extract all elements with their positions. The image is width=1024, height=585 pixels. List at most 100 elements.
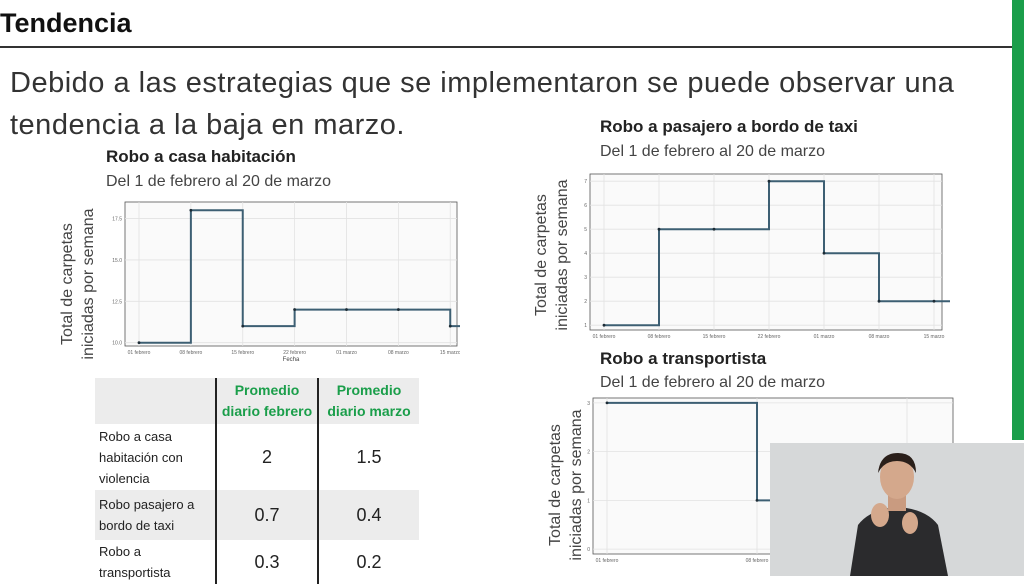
x-tick-label: 15 marzo xyxy=(924,334,945,340)
cell-mar: 1.5 xyxy=(317,424,419,490)
y-tick-label: 0 xyxy=(587,547,590,553)
cell-mar: 0.2 xyxy=(317,540,419,584)
x-tick-label: 08 febrero xyxy=(648,334,671,340)
chart-transportista-title: Robo a transportista xyxy=(600,349,767,368)
data-point xyxy=(657,227,661,231)
data-point xyxy=(605,401,609,405)
interpreter-video xyxy=(770,443,1024,576)
averages-table: Promedio diario febrero Promedio diario … xyxy=(95,378,419,584)
x-tick-label: 22 febrero xyxy=(758,334,781,340)
row-label-line: Robo pasajero a xyxy=(99,497,195,512)
cell-mar: 0.4 xyxy=(317,490,419,540)
body-line-1: Debido a las estrategias que se implemen… xyxy=(10,67,955,99)
y-tick-label: 2 xyxy=(584,299,587,305)
y-tick-label: 7 xyxy=(584,179,587,185)
ylabel-line-1: Total de carpetas xyxy=(533,194,550,316)
x-tick-label: 22 febrero xyxy=(283,350,306,356)
row-label-line: bordo de taxi xyxy=(99,518,175,533)
header-line: Promedio xyxy=(336,382,402,398)
chart-casa-title: Robo a casa habitación xyxy=(106,147,296,166)
y-tick-label: 17.5 xyxy=(112,217,122,223)
x-tick-label: 15 febrero xyxy=(231,350,254,356)
row-label: Robo a transportista xyxy=(95,540,216,584)
x-axis-label: Fecha xyxy=(283,357,300,363)
data-point xyxy=(755,498,759,502)
data-point xyxy=(712,227,716,231)
data-point xyxy=(822,251,826,255)
y-tick-label: 15.0 xyxy=(112,258,122,264)
title-divider xyxy=(0,46,1024,48)
cell-feb: 0.3 xyxy=(215,540,318,584)
x-tick-label: 15 marzo xyxy=(440,350,460,356)
ylabel-line-2: iniciadas por semana xyxy=(80,208,97,360)
x-tick-label: 08 febrero xyxy=(179,350,202,356)
chart-casa-subtitle: Del 1 de febrero al 20 de marzo xyxy=(106,173,332,190)
y-tick-label: 10.0 xyxy=(112,341,122,347)
y-tick-label: 1 xyxy=(584,323,587,329)
data-point xyxy=(345,308,348,311)
ylabel-line-1: Total de carpetas xyxy=(547,424,564,546)
table-header-feb: Promedio diario febrero xyxy=(215,378,318,424)
y-tick-label: 6 xyxy=(584,203,587,209)
row-label-line: Robo a casa xyxy=(99,428,172,444)
y-tick-label: 4 xyxy=(584,251,587,257)
row-label-line: Robo a xyxy=(99,544,141,559)
chart-taxi-title: Robo a pasajero a bordo de taxi xyxy=(600,117,858,136)
y-tick-label: 12.5 xyxy=(112,299,122,305)
row-label: Robo pasajero a bordo de taxi xyxy=(95,490,216,540)
table-row: Robo pasajero a bordo de taxi 0.7 0.4 xyxy=(95,490,419,540)
plot-panel xyxy=(124,201,458,347)
header-line: Promedio xyxy=(234,382,300,398)
row-label-line: habitación con xyxy=(99,449,183,465)
x-tick-label: 01 febrero xyxy=(128,350,151,356)
ylabel-line-1: Total de carpetas xyxy=(59,223,76,345)
y-tick-label: 3 xyxy=(587,401,590,407)
chart-casa-ylabel: Total de carpetas iniciadas por semana xyxy=(57,184,99,384)
x-tick-label: 01 febrero xyxy=(593,334,616,340)
x-tick-label: 08 febrero xyxy=(746,558,769,564)
ylabel-line-2: iniciadas por semana xyxy=(554,179,571,331)
table-row: Robo a transportista 0.3 0.2 xyxy=(95,540,419,584)
data-point xyxy=(396,308,400,311)
series-line xyxy=(139,209,460,344)
body-line-2: tendencia a la baja en marzo. xyxy=(10,109,405,141)
table-header-mar: Promedio diario marzo xyxy=(317,378,419,424)
data-point xyxy=(448,324,452,328)
data-point xyxy=(137,341,141,345)
table-row: Robo a casa habitación con violencia 2 1… xyxy=(95,424,419,490)
data-point xyxy=(241,324,245,328)
slide-title: Tendencia xyxy=(0,8,132,38)
y-tick-label: 3 xyxy=(584,275,587,281)
y-tick-label: 1 xyxy=(587,498,590,504)
x-tick-label: 01 febrero xyxy=(596,558,619,564)
row-label-line: violencia xyxy=(99,470,150,486)
data-point xyxy=(877,299,881,303)
table-corner xyxy=(95,378,216,424)
chart-taxi-subtitle: Del 1 de febrero al 20 de marzo xyxy=(600,143,826,160)
row-label-line: transportista xyxy=(99,565,171,580)
data-point xyxy=(932,299,936,303)
data-point xyxy=(767,179,771,183)
x-tick-label: 08 marzo xyxy=(869,334,890,340)
x-tick-label: 01 marzo xyxy=(814,334,835,340)
chart-taxi-ylabel: Total de carpetas iniciadas por semana xyxy=(531,155,573,355)
body-text: Debido a las estrategias que se implemen… xyxy=(10,62,970,146)
chart-taxi: 1 2 3 4 5 6 7 01 febrero 08 febrero 15 febrero 22 … xyxy=(584,173,950,340)
chart-transportista-subtitle: Del 1 de febrero al 20 de marzo xyxy=(600,374,826,391)
cell-feb: 2 xyxy=(215,424,318,490)
y-tick-label: 5 xyxy=(584,227,587,233)
accent-bar xyxy=(1012,0,1024,440)
row-label: Robo a casa habitación con violencia xyxy=(95,424,216,490)
x-tick-label: 08 marzo xyxy=(388,350,409,356)
plot-panel xyxy=(589,173,943,331)
series-line xyxy=(604,180,950,327)
x-tick-label: 15 febrero xyxy=(703,334,726,340)
data-point xyxy=(602,323,606,327)
data-point xyxy=(189,208,193,212)
header-line: diario marzo xyxy=(327,403,411,419)
header-line: diario febrero xyxy=(221,403,313,419)
data-point xyxy=(293,308,297,311)
x-tick-label: 01 marzo xyxy=(336,350,357,356)
y-tick-label: 2 xyxy=(587,450,590,456)
chart-casa: 10.0 12.5 15.0 17.5 01 febrero 08 febrero 15 f… xyxy=(112,201,460,363)
